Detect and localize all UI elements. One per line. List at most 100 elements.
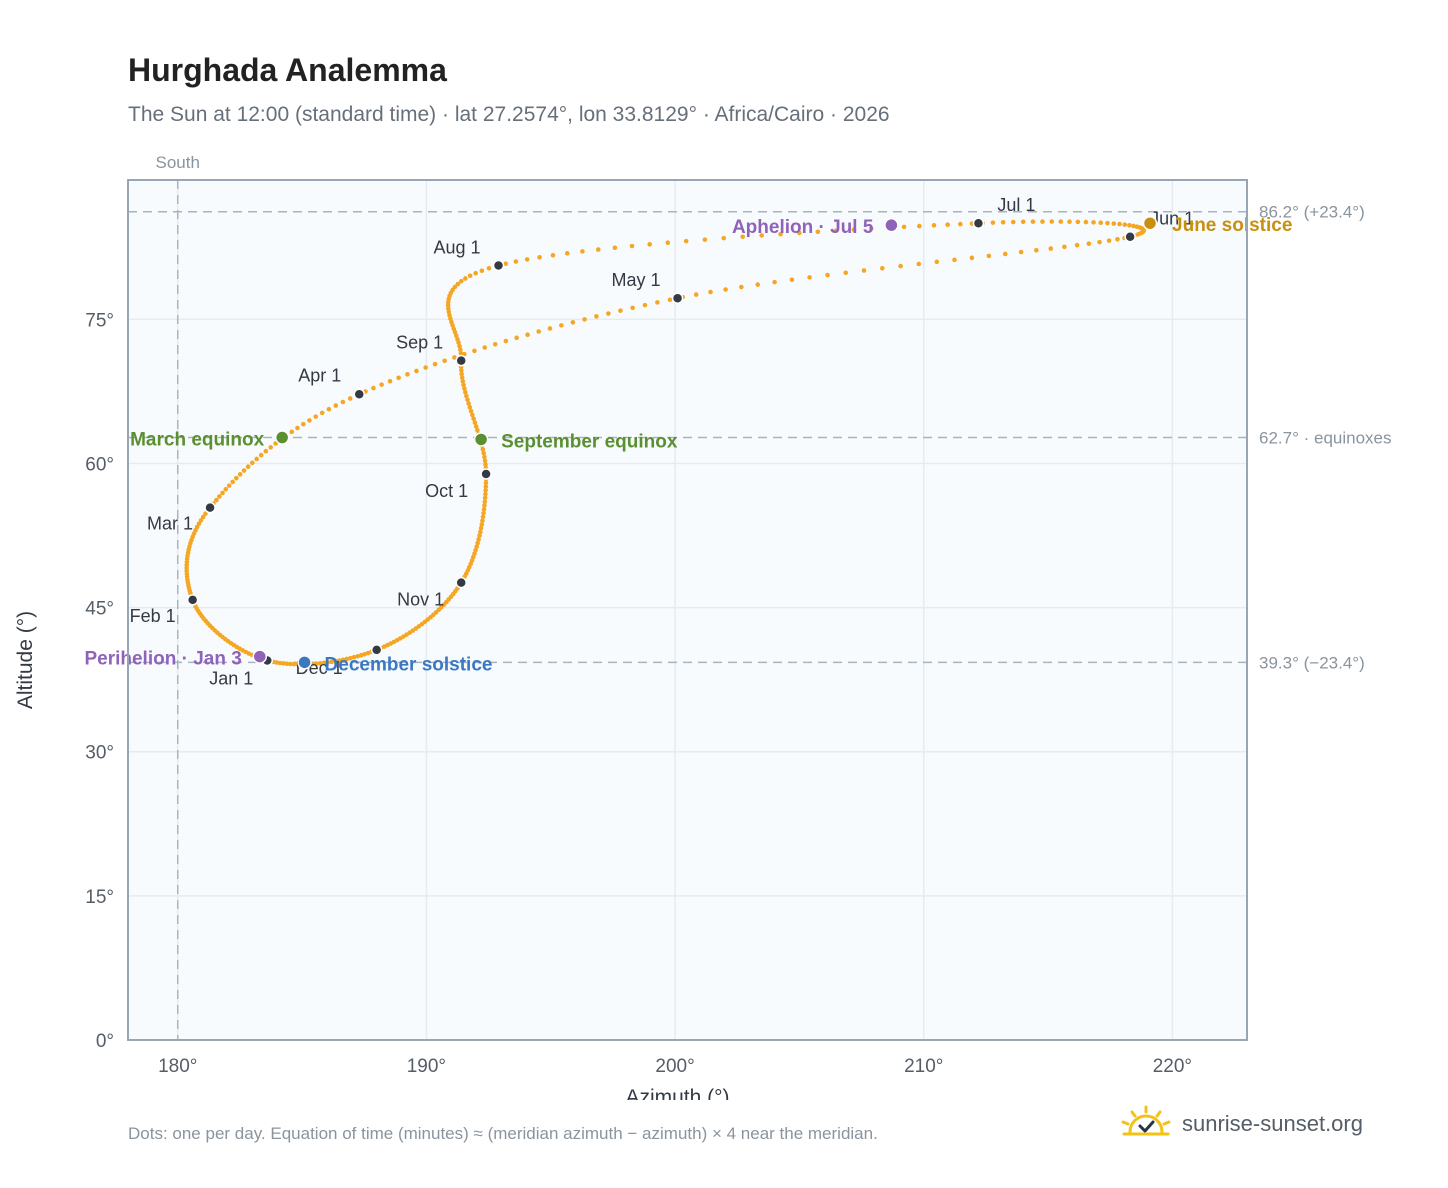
day-dot (217, 494, 222, 499)
day-dot (474, 544, 479, 549)
day-dot (358, 652, 364, 658)
day-dot (196, 521, 202, 527)
day-dot (214, 497, 219, 503)
day-dot (740, 234, 746, 240)
x-tick-label: 180° (158, 1056, 197, 1077)
day-dot (475, 427, 480, 433)
day-dot (379, 382, 384, 387)
day-dot (347, 396, 353, 401)
day-dot (472, 348, 477, 354)
day-dot (371, 385, 376, 391)
day-dot (314, 661, 319, 666)
day-dot (868, 226, 874, 231)
day-dot (317, 660, 323, 666)
day-dot (513, 259, 519, 264)
day-dot (480, 514, 486, 520)
day-dot (479, 268, 485, 274)
brand[interactable]: sunrise-sunset.org (1120, 1102, 1363, 1146)
day-dot (550, 253, 556, 258)
event-dot (252, 649, 268, 664)
day-dot (482, 458, 488, 464)
plot-background (128, 180, 1247, 1040)
event-dot (884, 217, 899, 233)
day-dot (288, 661, 293, 667)
day-dot (1131, 223, 1136, 229)
day-dot (564, 251, 570, 256)
day-dot (1030, 219, 1036, 224)
day-dot (263, 448, 269, 454)
day-dot (250, 460, 255, 466)
day-dot (916, 261, 922, 267)
day-dot (445, 299, 451, 305)
day-dot (344, 656, 350, 662)
day-dot (473, 424, 479, 429)
day-dot (880, 265, 885, 271)
day-dot (825, 272, 830, 278)
day-dot (851, 227, 857, 232)
y-tick-label: 45° (85, 599, 114, 620)
day-dot (466, 401, 471, 406)
event-label: March equinox (130, 430, 265, 451)
day-dot (898, 263, 903, 269)
meridian: South (156, 153, 200, 1040)
month-dot (186, 594, 199, 606)
day-dot (458, 347, 463, 352)
y-tick-label: 15° (85, 887, 114, 908)
day-dot (351, 654, 357, 660)
day-dot (476, 537, 481, 542)
day-dot (483, 488, 488, 493)
day-dot (459, 368, 464, 373)
day-dot (1018, 249, 1024, 255)
day-dot (468, 408, 474, 414)
day-dot (455, 281, 461, 287)
y-tick-label: 0° (96, 1031, 114, 1052)
month-label: Sep 1 (396, 333, 443, 353)
x-tick-label: 200° (655, 1056, 694, 1077)
day-dot (797, 230, 802, 236)
month-dot (455, 354, 467, 367)
reference-line-label: 62.7° · equinoxes (1259, 429, 1392, 448)
plot-frame (127, 179, 1248, 1041)
day-dot (1067, 219, 1072, 225)
day-dot (655, 300, 660, 305)
day-dot (667, 297, 673, 303)
day-dot (815, 229, 821, 235)
day-dot (559, 323, 564, 328)
month-dot (455, 576, 467, 589)
day-dot (721, 235, 727, 241)
day-dot (1122, 222, 1128, 227)
day-dot (483, 462, 488, 467)
brand-name[interactable]: sunrise-sunset.org (1182, 1111, 1363, 1136)
event-label: December solstice (325, 654, 493, 675)
day-dot (1074, 242, 1080, 248)
day-dot (478, 525, 484, 531)
day-dot (789, 277, 795, 283)
day-dot (472, 551, 477, 556)
day-dot (423, 365, 428, 370)
day-dot (1091, 220, 1096, 225)
day-dot (1098, 220, 1104, 226)
day-dot (570, 320, 576, 325)
month-dot (972, 217, 985, 229)
day-dot (340, 399, 346, 405)
day-dot (319, 410, 325, 416)
day-dot (478, 529, 483, 535)
day-dot (326, 406, 332, 412)
day-dot (580, 249, 585, 254)
day-dot (778, 231, 783, 237)
day-dot (329, 659, 334, 665)
month-dot (1124, 230, 1136, 243)
day-dot (301, 421, 306, 427)
day-dot (1062, 244, 1067, 250)
day-dot (1058, 219, 1064, 224)
day-dot (483, 484, 489, 489)
day-dot (477, 533, 482, 538)
y-tick-label: 75° (85, 310, 114, 331)
month-dot (353, 388, 366, 401)
y-tick-label: 30° (85, 743, 114, 764)
month-label: Jan 1 (209, 668, 253, 688)
day-dot (200, 514, 206, 520)
day-dot (503, 261, 509, 267)
day-dot (472, 420, 478, 425)
reference-line-label: 86.2° (+23.4°) (1259, 203, 1365, 222)
